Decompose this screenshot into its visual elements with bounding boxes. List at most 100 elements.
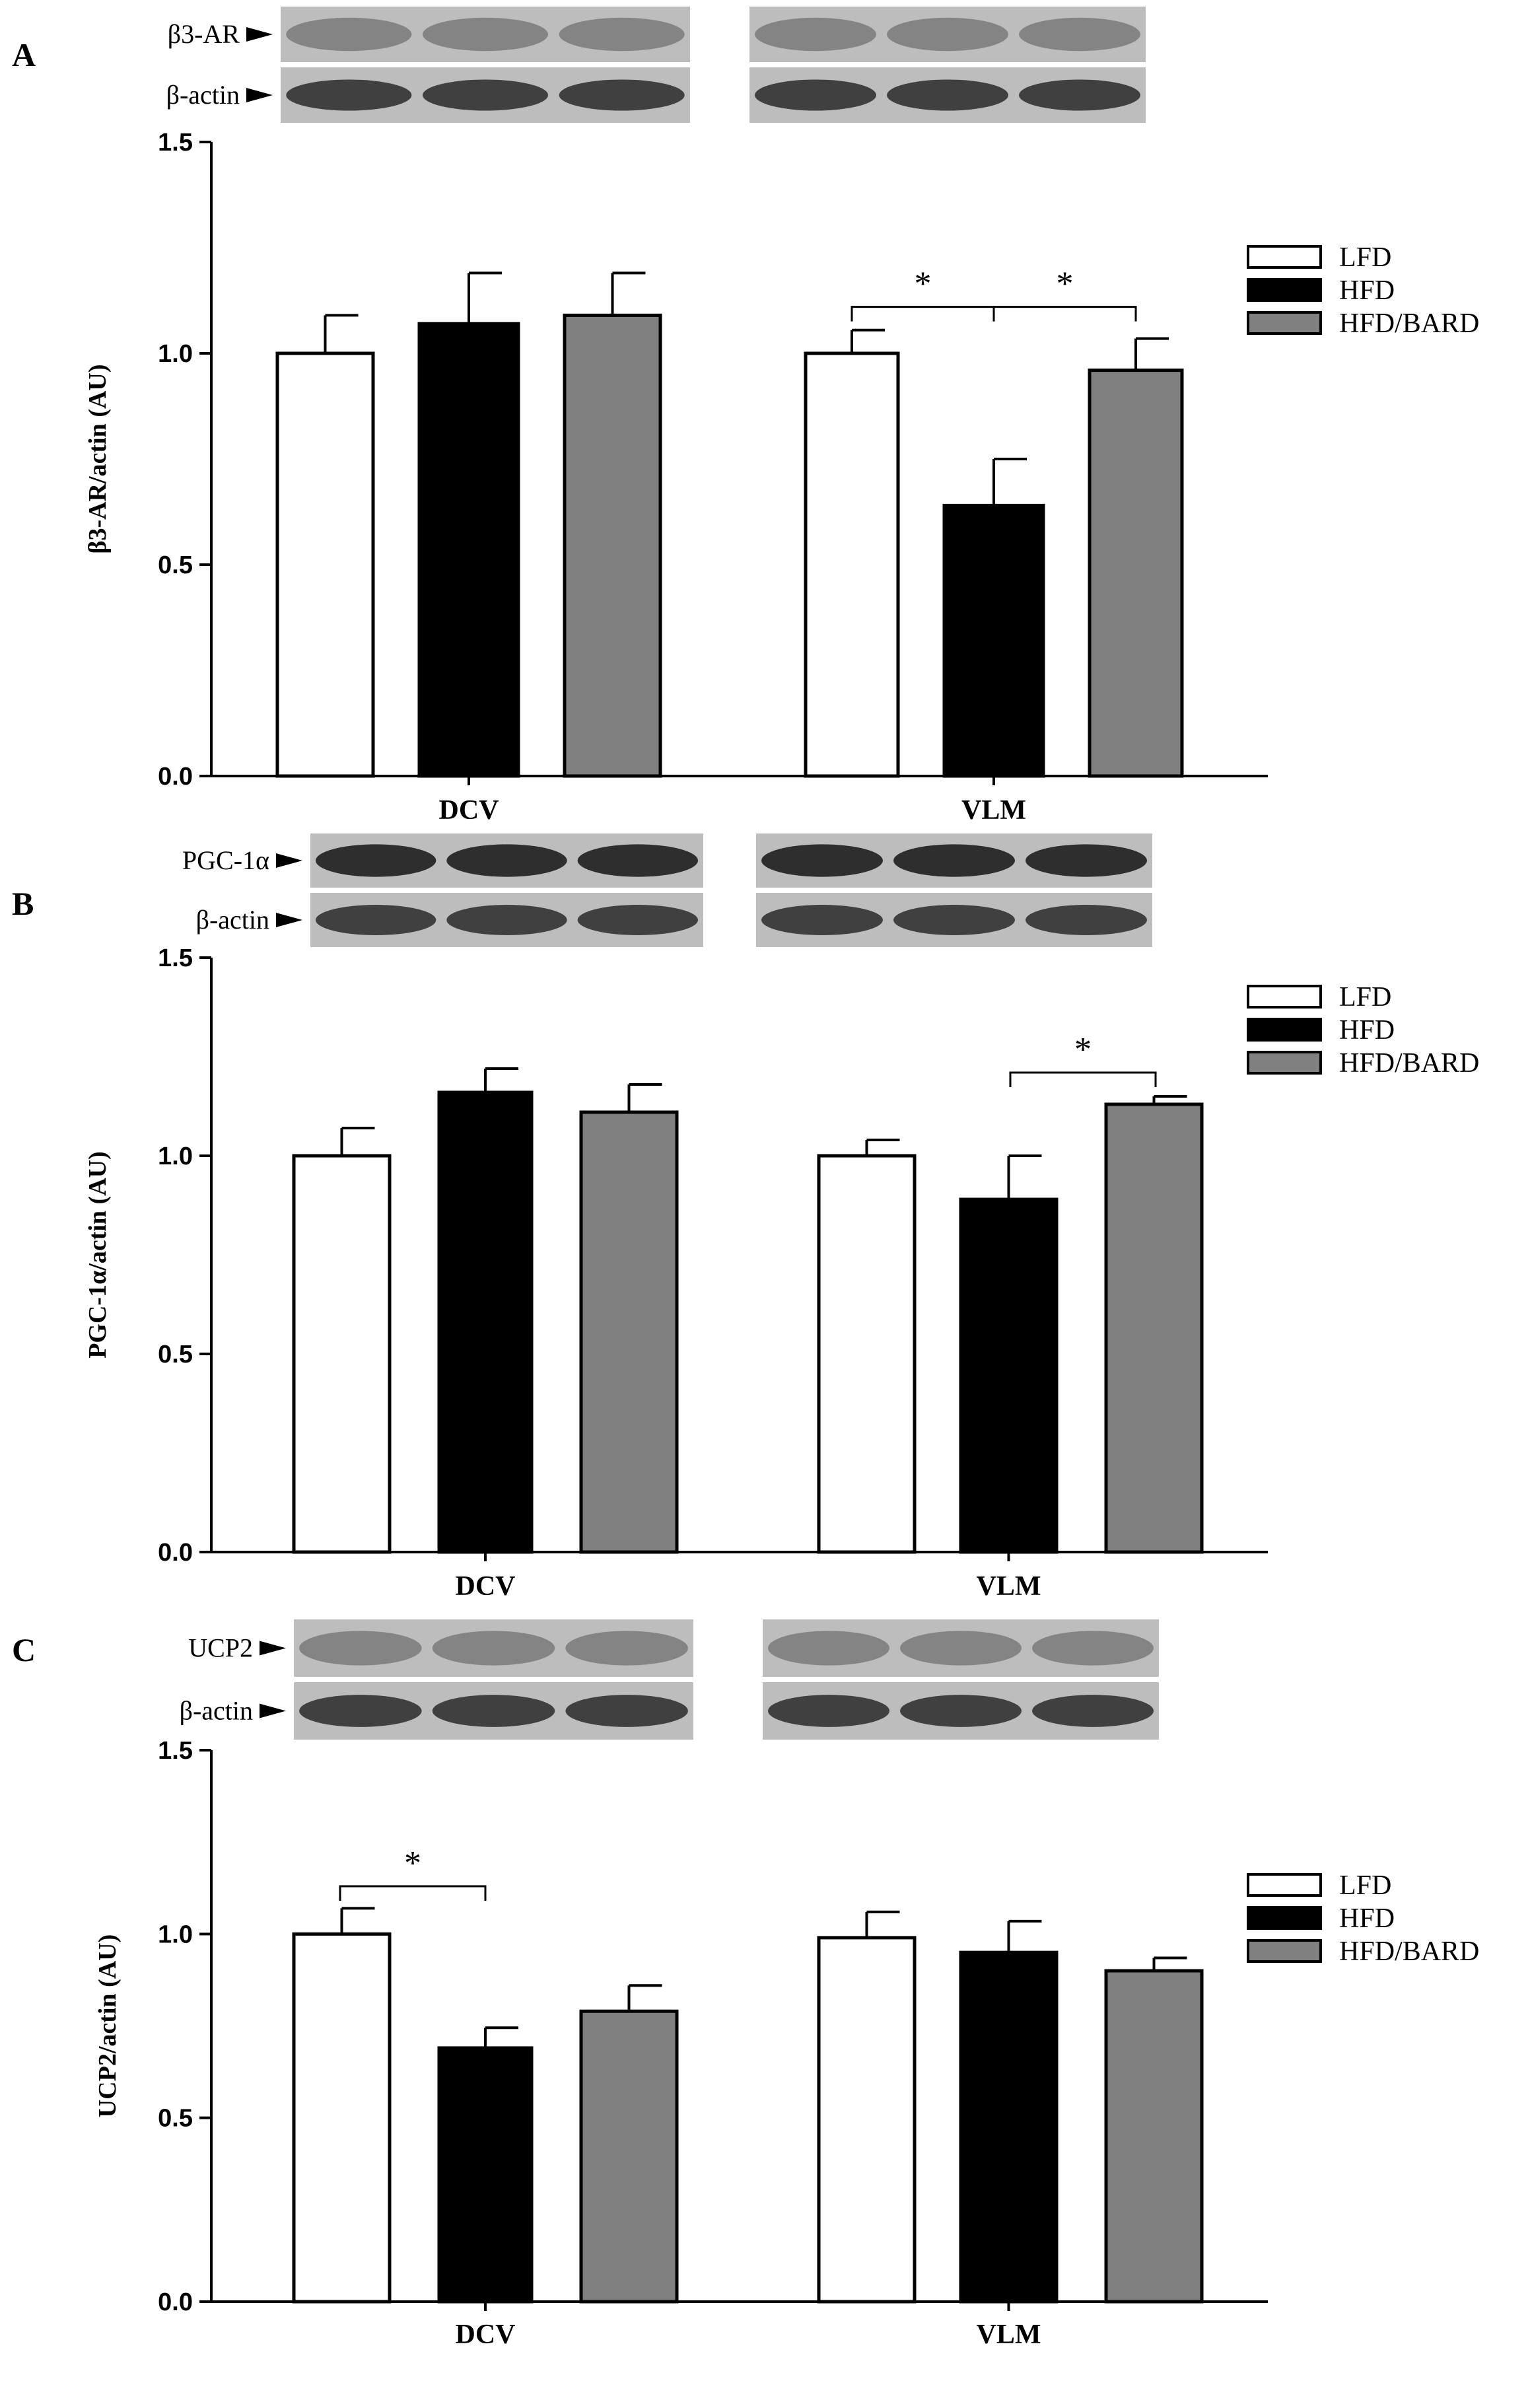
bar xyxy=(579,2009,679,2304)
blot-band xyxy=(887,17,1008,52)
bar xyxy=(417,322,520,778)
blot-band xyxy=(1026,905,1147,935)
panel-letter: A xyxy=(12,36,36,73)
blot-band xyxy=(893,844,1015,877)
legend-swatch xyxy=(1247,1939,1322,1963)
blot-band xyxy=(1019,79,1140,111)
blot-band xyxy=(315,844,436,877)
blot-band xyxy=(1032,1631,1154,1666)
blot-band xyxy=(577,905,699,935)
blot-band xyxy=(565,1695,688,1727)
bar xyxy=(804,351,900,778)
bar xyxy=(579,1110,679,1554)
blot-band xyxy=(768,1631,889,1666)
x-category-label: DCV xyxy=(439,795,499,826)
blot-band xyxy=(565,1631,688,1666)
y-tick-label: 0.5 xyxy=(158,1341,193,1368)
legend-label: LFD xyxy=(1339,242,1391,273)
significance-bracket xyxy=(1009,1071,1157,1087)
legend-label: HFD/BARD xyxy=(1339,1936,1479,1967)
panel-a: Aβ3-AR β-actin 0.0 0.5 1.0 1.5 β3-AR/actin (AU… xyxy=(12,7,1479,826)
bar xyxy=(817,1936,917,2304)
bar xyxy=(817,1154,917,1554)
legend-label: LFD xyxy=(1339,1870,1391,1901)
blot-label: β-actin xyxy=(180,1696,253,1726)
blot-band xyxy=(761,844,883,877)
blot-band xyxy=(577,844,699,877)
blot-label: β3-AR xyxy=(168,19,240,49)
significance-star: * xyxy=(915,266,932,303)
blot-strip xyxy=(310,893,703,947)
x-category-label: DCV xyxy=(456,2319,516,2350)
bar xyxy=(942,503,1045,778)
y-tick-label: 0.0 xyxy=(158,2288,193,2316)
blot-band xyxy=(299,1631,422,1666)
bar xyxy=(959,1950,1059,2304)
legend-label: HFD/BARD xyxy=(1339,308,1479,339)
blot-band xyxy=(1019,17,1140,52)
blot-strip xyxy=(749,7,1146,62)
bar xyxy=(275,351,375,778)
legend-label: HFD xyxy=(1339,1903,1395,1934)
legend-label: LFD xyxy=(1339,982,1391,1012)
bar xyxy=(1088,369,1184,778)
legend-swatch xyxy=(1247,985,1322,1009)
blot-band xyxy=(755,17,876,52)
significance-bracket xyxy=(339,1885,487,1901)
y-tick-label: 0.5 xyxy=(158,551,193,579)
significance-bracket xyxy=(992,306,1137,322)
blot-strip xyxy=(756,893,1152,947)
arrow-icon xyxy=(260,1703,286,1718)
blot-band xyxy=(768,1695,889,1727)
significance-star: * xyxy=(404,1845,421,1882)
blot-strip xyxy=(310,833,703,888)
blot-band xyxy=(559,79,685,111)
y-tick-label: 1.5 xyxy=(158,944,193,972)
blot-band xyxy=(559,17,685,52)
blot-band xyxy=(446,905,567,935)
bar xyxy=(1104,1969,1204,2304)
legend-swatch xyxy=(1247,278,1322,302)
legend-swatch xyxy=(1247,311,1322,335)
y-tick-label: 0.0 xyxy=(158,1539,193,1567)
legend-swatch xyxy=(1247,1018,1322,1042)
x-category-label: VLM xyxy=(977,1571,1041,1602)
blot-strip xyxy=(749,67,1146,123)
bar xyxy=(437,2046,534,2304)
legend-label: HFD xyxy=(1339,275,1395,306)
bar xyxy=(959,1197,1059,1554)
y-axis-title: PGC-1α/actin (AU) xyxy=(84,1151,112,1359)
y-tick-label: 1.5 xyxy=(158,1737,193,1765)
blot-label: β-actin xyxy=(166,80,240,110)
blot-band xyxy=(432,1695,555,1727)
blot-strip xyxy=(281,67,690,123)
legend-label: HFD/BARD xyxy=(1339,1048,1479,1079)
blot-strip xyxy=(756,833,1152,888)
bar xyxy=(437,1090,534,1554)
y-tick-label: 1.0 xyxy=(158,340,193,368)
bar xyxy=(292,1154,392,1554)
legend-swatch xyxy=(1247,1906,1322,1930)
blot-label: PGC-1α xyxy=(182,845,269,875)
panel-c: C UCP2 β-actin 0.0 0.5 1.0 1.5 UCP2/actin (AU) D… xyxy=(12,1619,1479,2350)
blot-band xyxy=(1032,1695,1154,1727)
x-category-label: VLM xyxy=(977,2319,1041,2350)
x-category-label: VLM xyxy=(961,795,1026,826)
panel-letter: B xyxy=(12,885,34,922)
y-tick-label: 1.0 xyxy=(158,1921,193,1948)
legend-label: HFD xyxy=(1339,1015,1395,1045)
blot-band xyxy=(422,79,549,111)
legend-swatch xyxy=(1247,245,1322,269)
panel-letter: C xyxy=(12,1631,36,1668)
blot-band xyxy=(422,17,549,52)
blot-band xyxy=(286,17,412,52)
blot-band xyxy=(900,1631,1022,1666)
bar xyxy=(1104,1102,1204,1554)
arrow-icon xyxy=(246,27,273,42)
bar xyxy=(292,1932,392,2304)
blot-label: UCP2 xyxy=(188,1633,253,1663)
blot-strip xyxy=(281,7,690,62)
blot-band xyxy=(446,844,567,877)
